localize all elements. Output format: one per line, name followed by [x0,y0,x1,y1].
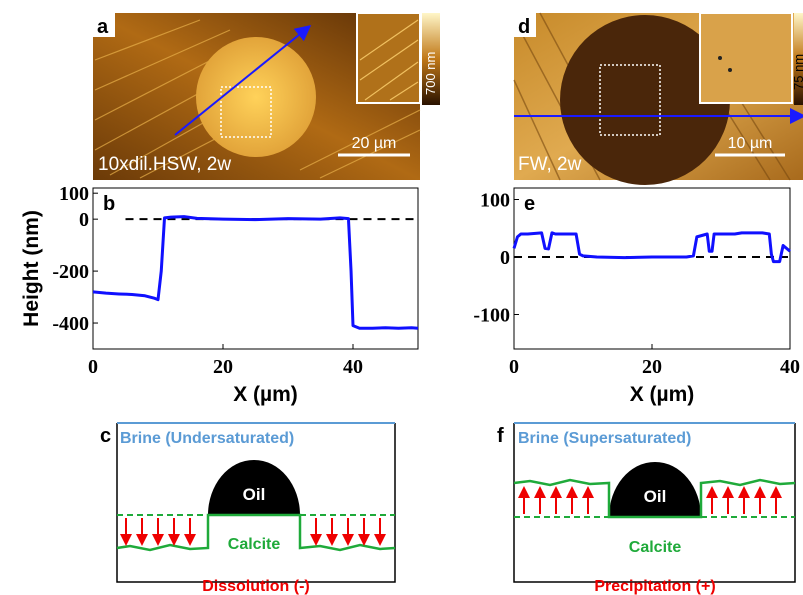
brine-label: Brine (Supersaturated) [518,430,691,447]
x-axis-label: X (µm) [233,383,298,406]
process-label: Precipitation (+) [594,578,715,595]
scale-bar-label: 20 µm [352,135,397,152]
sample-label: 10xdil.HSW, 2w [98,154,231,175]
y-tick-label: -400 [52,313,89,335]
y-tick-label: 100 [59,183,89,205]
panel-label: d [518,16,530,38]
y-tick-label: 0 [79,209,89,231]
plot-frame [514,188,790,349]
panel-label: f [497,425,504,447]
x-axis-label: X (µm) [630,383,695,406]
colorbar-label: 75 nm [791,54,803,90]
panel-label: e [524,193,535,215]
panel-label: c [100,425,111,447]
oil-label: Oil [644,487,667,506]
data-line [93,217,418,329]
x-tick-label: 40 [343,356,363,378]
sample-label: FW, 2w [518,154,582,175]
scale-bar-label: 10 µm [728,135,773,152]
y-tick-label: 100 [480,190,510,212]
data-line [514,233,790,262]
y-axis-label: Height (nm) [20,210,43,327]
y-tick-label: 0 [500,247,510,269]
calcite-label: Calcite [228,536,281,553]
x-tick-label: 40 [780,356,800,378]
oil-label: Oil [243,485,266,504]
calcite-label: Calcite [629,539,682,556]
panel-label: b [103,193,115,215]
x-tick-label: 0 [88,356,98,378]
panel-label: a [97,16,109,38]
process-label: Dissolution (-) [202,578,310,595]
colorbar-label: 700 nm [423,52,438,95]
x-tick-label: 20 [213,356,233,378]
plot-frame [93,188,418,349]
y-tick-label: -100 [473,305,510,327]
x-tick-label: 0 [509,356,519,378]
y-tick-label: -200 [52,261,89,283]
x-tick-label: 20 [642,356,662,378]
figure: a d 700 nm 75 nm 10xdil.HSW, 2w FW, 2w 2… [0,0,803,595]
brine-label: Brine (Undersaturated) [120,430,294,447]
